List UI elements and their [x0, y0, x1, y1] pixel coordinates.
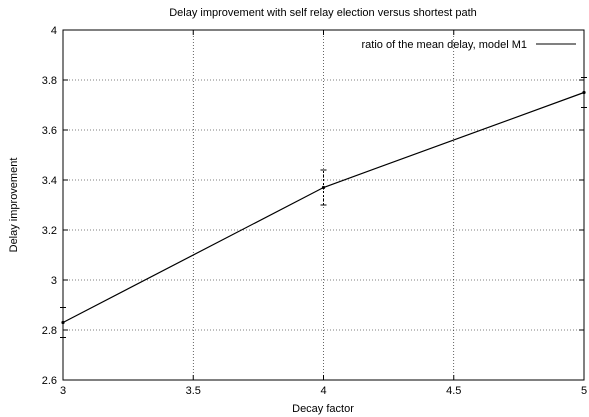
data-point — [582, 90, 586, 95]
x-ticks: 3 3.5 4 4.5 5 — [60, 30, 587, 397]
y-tick-label: 3.2 — [42, 225, 57, 237]
x-tick-label: 5 — [581, 385, 587, 397]
series-group — [60, 77, 587, 338]
y-tick-label: 3 — [51, 275, 57, 287]
y-axis-label: Delay improvement — [8, 158, 20, 253]
y-tick-label: 2.6 — [42, 375, 57, 387]
x-axis-label: Decay factor — [292, 403, 354, 415]
x-tick-label: 3 — [60, 385, 66, 397]
y-tick-label: 4 — [51, 25, 57, 37]
y-tick-label: 2.8 — [42, 325, 57, 337]
legend-label: ratio of the mean delay, model M1 — [362, 39, 528, 51]
chart-title: Delay improvement with self relay electi… — [169, 7, 477, 19]
data-point — [61, 320, 65, 325]
x-tick-label: 4 — [320, 385, 326, 397]
x-tick-label: 4.5 — [446, 385, 461, 397]
y-tick-label: 3.6 — [42, 125, 57, 137]
y-ticks: 2.6 2.8 3 3.2 3.4 3.6 3.8 4 — [42, 25, 584, 387]
x-tick-label: 3.5 — [186, 385, 201, 397]
legend: ratio of the mean delay, model M1 — [362, 39, 576, 51]
y-tick-label: 3.8 — [42, 75, 57, 87]
y-tick-label: 3.4 — [42, 175, 57, 187]
